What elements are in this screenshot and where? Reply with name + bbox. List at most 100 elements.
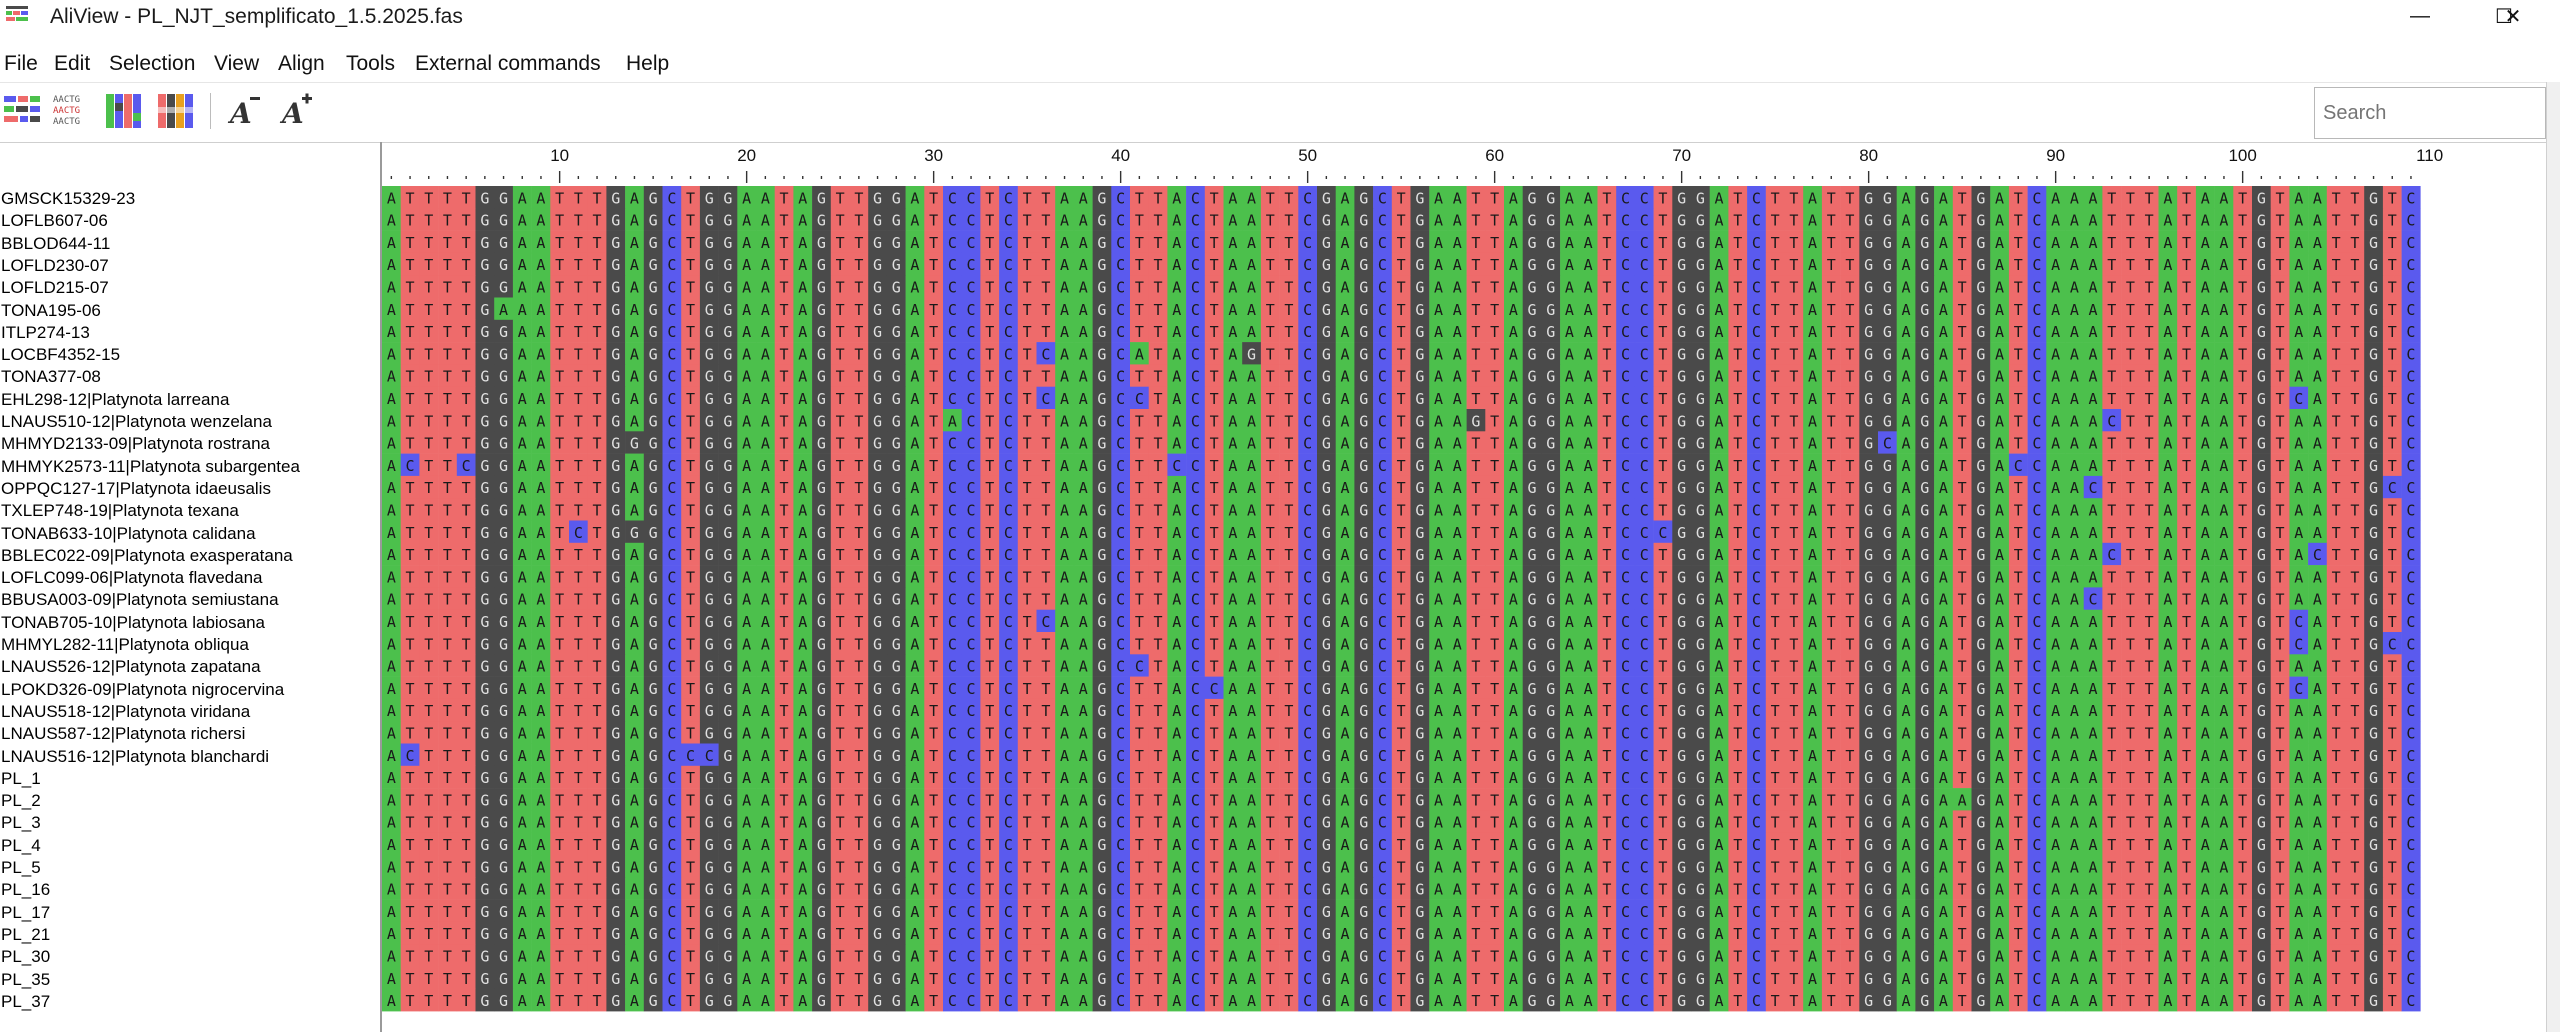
base-letter: C	[2032, 301, 2041, 319]
sequence-name[interactable]: LOFLC099-06|Platynota flavedana	[1, 567, 262, 589]
font-decrease-icon[interactable]: A	[224, 91, 264, 131]
minimize-icon[interactable]: —	[2378, 0, 2462, 32]
sequence-name[interactable]: PL_17	[1, 902, 50, 924]
sequence-name[interactable]: ITLP274-13	[1, 322, 90, 344]
sequence-name[interactable]: PL_5	[1, 857, 41, 879]
font-increase-icon[interactable]: A	[276, 91, 316, 131]
base-letter: A	[2219, 568, 2228, 586]
sequence-name[interactable]: PL_21	[1, 924, 50, 946]
sequence-name[interactable]: TXLEP748-19|Platynota texana	[1, 500, 239, 522]
base-letter: T	[1023, 234, 1032, 252]
menu-edit[interactable]: Edit	[54, 52, 90, 76]
base-letter: G	[817, 189, 826, 207]
base-letter: T	[1658, 591, 1667, 609]
sequence-name[interactable]: LOFLB607-06	[1, 210, 108, 232]
sequence-name[interactable]: LNAUS516-12|Platynota blanchardi	[1, 746, 269, 768]
base-letter: T	[555, 323, 564, 341]
sequence-name[interactable]: MHMYL282-11|Platynota obliqua	[1, 634, 249, 656]
base-letter: A	[2294, 234, 2303, 252]
sequence-name[interactable]: PL_37	[1, 991, 50, 1013]
menu-help[interactable]: Help	[626, 52, 669, 76]
sequence-name[interactable]: BBLOD644-11	[1, 233, 110, 255]
base-letter: A	[536, 345, 545, 363]
sequence-name[interactable]: TONA377-08	[1, 366, 101, 388]
base-letter: T	[1266, 568, 1275, 586]
sequence-name[interactable]: EHL298-12|Platynota larreana	[1, 389, 229, 411]
color-scheme-icon[interactable]	[2, 91, 42, 131]
font-case-icon[interactable]: AACTG AACTG AACTG	[52, 91, 92, 131]
base-letter: G	[1883, 546, 1892, 564]
menu-external-commands[interactable]: External commands	[415, 52, 601, 76]
sequence-name[interactable]: LNAUS587-12|Platynota richersi	[1, 723, 245, 745]
sequence-name[interactable]: TONAB705-10|Platynota labiosana	[1, 612, 265, 634]
base-letter: A	[2070, 524, 2079, 542]
sequence-name[interactable]: BBLEC022-09|Platynota exasperatana	[1, 545, 293, 567]
base-letter: C	[1116, 212, 1125, 230]
sequence-name[interactable]: LNAUS526-12|Platynota zapatana	[1, 656, 261, 678]
sequence-name[interactable]: GMSCK15329-23	[1, 188, 135, 210]
sequence-name[interactable]: LPOKD326-09|Platynota nigrocervina	[1, 679, 284, 701]
menu-file[interactable]: File	[4, 52, 38, 76]
search-input[interactable]	[2314, 87, 2546, 139]
highlight-consensus-icon[interactable]	[156, 91, 196, 131]
sequence-name[interactable]: PL_3	[1, 812, 41, 834]
sequence-name[interactable]: LOFLD215-07	[1, 277, 109, 299]
base-letter: G	[817, 546, 826, 564]
base-letter: T	[2276, 390, 2285, 408]
menu-view[interactable]: View	[214, 52, 259, 76]
sequence-name[interactable]: PL_35	[1, 969, 50, 991]
sequence-name[interactable]: OPPQC127-17|Platynota idaeusalis	[1, 478, 271, 500]
menu-tools[interactable]: Tools	[346, 52, 395, 76]
sequence-name[interactable]: PL_1	[1, 768, 41, 790]
sequence-name[interactable]: PL_30	[1, 946, 50, 968]
sequence-name[interactable]: LNAUS510-12|Platynota wenzelana	[1, 411, 272, 433]
sequence-name[interactable]: LNAUS518-12|Platynota viridana	[1, 701, 250, 723]
base-letter: G	[1696, 591, 1705, 609]
sequence-name[interactable]: MHMYD2133-09|Platynota rostrana	[1, 433, 270, 455]
sequence-name[interactable]: PL_16	[1, 879, 50, 901]
menu-align[interactable]: Align	[278, 52, 325, 76]
base-letter: A	[2070, 412, 2079, 430]
sequence-name[interactable]: TONAB633-10|Platynota calidana	[1, 523, 256, 545]
base-letter: G	[1528, 189, 1537, 207]
colored-blocks-icon[interactable]	[104, 91, 144, 131]
base-letter: A	[1453, 457, 1462, 475]
sequence-name[interactable]: PL_4	[1, 835, 41, 857]
base-letter: T	[2388, 345, 2397, 363]
sequence-name[interactable]: LOFLD230-07	[1, 255, 109, 277]
sequence-name[interactable]: PL_2	[1, 790, 41, 812]
close-icon[interactable]: ✕	[2466, 0, 2560, 32]
sequence-name[interactable]: TONA195-06	[1, 300, 101, 322]
sequence-name[interactable]: BBUSA003-09|Platynota semiustana	[1, 589, 279, 611]
base-letter: A	[1247, 457, 1256, 475]
sequence-name[interactable]: LOCBF4352-15	[1, 344, 120, 366]
base-letter: A	[1995, 613, 2004, 631]
ruler-tick	[2055, 171, 2056, 183]
menu-selection[interactable]: Selection	[109, 52, 195, 76]
base-letter: C	[1191, 658, 1200, 676]
sequence-name[interactable]: MHMYK2573-11|Platynota subargentea	[1, 456, 300, 478]
